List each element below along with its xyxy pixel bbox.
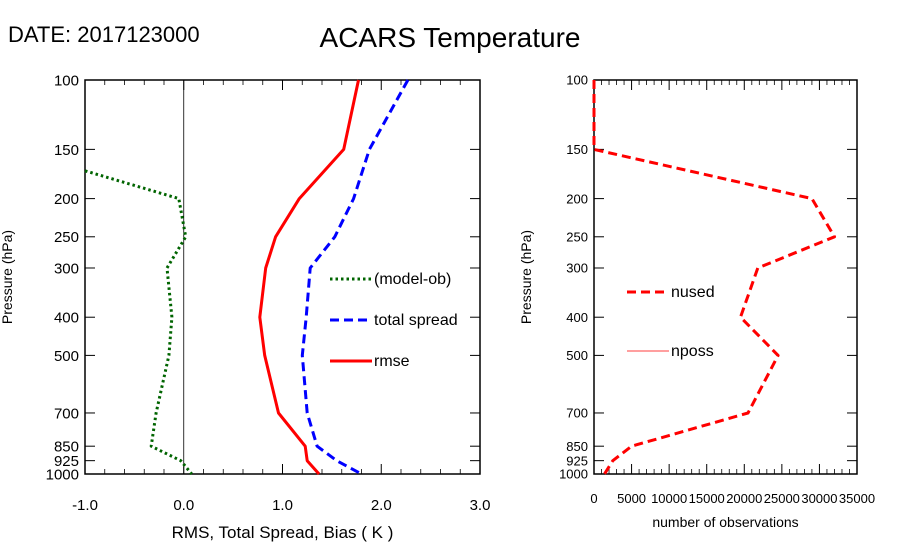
obs-panel-legend-label: nused (671, 284, 715, 301)
obs-panel-ytick-label: 925 (566, 453, 588, 468)
bias-panel-legend-label: (model-ob) (374, 271, 451, 288)
bias-panel-series-total-spread (300, 79, 410, 476)
obs-panel-xlabel: number of observations (652, 514, 798, 530)
chart-title: ACARS Temperature (319, 22, 581, 53)
obs-panel-ytick-label: 500 (566, 348, 588, 363)
obs-panel-ytick-label: 100 (566, 73, 588, 88)
bias-panel-ytick-label: 850 (54, 439, 79, 456)
bias-panel-ytick-label: 150 (54, 142, 79, 159)
bias-panel-ytick-label: 925 (54, 453, 79, 470)
obs-panel-ytick-label: 850 (566, 439, 588, 454)
obs-panel-xtick-label: 15000 (689, 491, 725, 506)
bias-panel-ytick-label: 250 (54, 229, 79, 246)
bias-panel-xtick-label: -1.0 (72, 497, 98, 514)
obs-panel-ylabel: Pressure (hPa) (518, 230, 534, 324)
bias-panel-xlabel: RMS, Total Spread, Bias ( K ) (172, 523, 394, 542)
obs-panel-xtick-label: 20000 (726, 491, 762, 506)
date-label: DATE: 2017123000 (8, 22, 200, 47)
bias-panel-ytick-label: 100 (54, 72, 79, 89)
obs-panel-legend-label: nposs (671, 343, 714, 360)
bias-panel-ytick-label: 300 (54, 260, 79, 277)
obs-panel-ytick-label: 200 (566, 191, 588, 206)
obs-panel-series-nused (592, 80, 836, 475)
obs-panel-ytick-label: 150 (566, 142, 588, 157)
bias-panel-xtick-label: 3.0 (470, 497, 491, 514)
obs-panel-ytick-label: 300 (566, 261, 588, 276)
bias-panel-xtick-label: 2.0 (371, 497, 392, 514)
obs-panel-xtick-label: 5000 (617, 491, 646, 506)
obs-panel-xtick-label: 35000 (839, 491, 875, 506)
obs-panel-ytick-label: 400 (566, 310, 588, 325)
bias-panel-ytick-label: 700 (54, 405, 79, 422)
bias-panel-ytick-label: 200 (54, 191, 79, 208)
obs-panel-frame (593, 79, 858, 475)
bias-panel-ytick-label: 400 (54, 310, 79, 327)
obs-panel-xtick-label: 10000 (651, 491, 687, 506)
bias-panel-series-model-ob (84, 169, 193, 475)
bias-panel-series-rmse (258, 79, 360, 475)
bias-panel-legend-label: rmse (374, 353, 410, 370)
bias-panel-legend-label: total spread (374, 312, 458, 329)
obs-panel-xtick-label: 25000 (764, 491, 800, 506)
obs-panel-xtick-label: 30000 (801, 491, 837, 506)
bias-panel-xtick-label: 1.0 (272, 497, 293, 514)
bias-panel-ytick-label: 1000 (46, 466, 79, 483)
obs-panel-ytick-label: 250 (566, 229, 588, 244)
bias-panel-xtick-label: 0.0 (173, 497, 194, 514)
obs-panel-xtick-label: 0 (590, 491, 597, 506)
bias-panel-ylabel: Pressure (hPa) (0, 230, 15, 324)
obs-panel-ytick-label: 700 (566, 406, 588, 421)
obs-panel-ytick-label: 1000 (559, 467, 588, 482)
bias-panel-ytick-label: 500 (54, 348, 79, 365)
